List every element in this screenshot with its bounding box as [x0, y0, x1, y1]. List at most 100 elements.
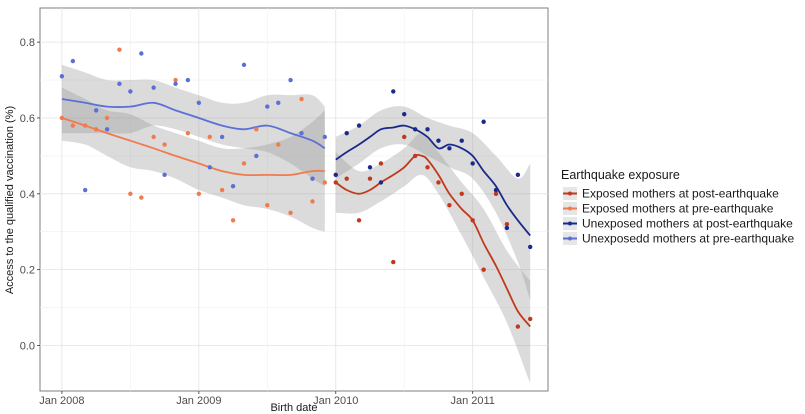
confidence-band: [335, 133, 531, 384]
data-point: [310, 176, 315, 181]
data-point: [230, 184, 236, 189]
data-point: [367, 176, 373, 181]
legend-key-point: [568, 221, 572, 226]
confidence-bands: [61, 64, 531, 384]
legend-label: Unexposedd mothers at pre-earthquake: [582, 232, 794, 246]
data-point: [254, 127, 259, 132]
data-point: [527, 244, 533, 250]
y-axis-title: Access to the qualified vaccination (%): [4, 106, 16, 294]
y-tick-label: 0.2: [20, 265, 35, 277]
data-point: [493, 191, 499, 197]
data-point: [288, 77, 293, 83]
legend: Earthquake exposure Exposed mothers at p…: [561, 168, 794, 246]
data-point: [425, 165, 430, 170]
grid: [40, 8, 548, 391]
data-point: [344, 176, 349, 181]
data-point: [299, 130, 304, 136]
data-point: [322, 180, 328, 185]
legend-label: Unexposed mothers at post-earthquake: [582, 217, 793, 231]
data-point: [241, 161, 247, 166]
data-point: [241, 62, 247, 68]
data-point: [356, 123, 362, 128]
legend-label: Exposed mothers at pre-earthquake: [582, 202, 774, 216]
data-point: [93, 127, 99, 132]
x-axis-title: Birth date: [270, 402, 317, 414]
data-point: [459, 138, 464, 143]
data-point: [230, 218, 236, 223]
data-point: [173, 81, 178, 87]
data-point: [436, 180, 441, 185]
data-points: [59, 47, 533, 329]
confidence-band: [335, 106, 531, 300]
data-point: [70, 123, 76, 128]
data-point: [162, 172, 167, 178]
data-point: [128, 89, 133, 94]
data-point: [344, 130, 349, 136]
axes: 0.0 0.2 0.4 0.6 0.8 Jan 2008 Jan 2009 Jan 2010 J…: [20, 37, 495, 407]
data-point: [207, 165, 212, 170]
data-point: [447, 202, 452, 208]
data-point: [504, 225, 510, 231]
data-point: [207, 134, 212, 140]
data-point: [459, 191, 464, 197]
data-point: [162, 142, 167, 147]
data-point: [93, 108, 99, 113]
legend-key-point: [568, 191, 572, 196]
data-point: [117, 47, 122, 52]
data-point: [402, 134, 407, 140]
data-point: [265, 104, 270, 109]
data-point: [322, 134, 328, 140]
data-point: [367, 165, 373, 170]
data-point: [378, 180, 384, 185]
trend-line: [61, 98, 326, 150]
data-point: [128, 191, 133, 197]
data-point: [447, 146, 452, 151]
data-point: [504, 221, 510, 227]
data-point: [481, 267, 486, 272]
trend-line: [61, 117, 325, 177]
trend-line: [335, 124, 531, 237]
data-point: [402, 111, 407, 117]
legend-key-point: [568, 236, 572, 241]
plot-background: [39, 7, 549, 392]
legend-title: Earthquake exposure: [561, 168, 680, 182]
data-point: [219, 187, 225, 193]
legend-label: Exposed mothers at post-earthquake: [582, 187, 779, 201]
data-point: [527, 316, 533, 322]
data-point: [117, 81, 122, 87]
y-tick-label: 0.4: [20, 189, 35, 201]
data-point: [299, 96, 304, 102]
data-point: [254, 153, 259, 159]
data-point: [59, 74, 65, 79]
data-point: [333, 180, 338, 185]
data-point: [59, 115, 65, 121]
data-point: [104, 115, 110, 121]
data-point: [139, 51, 144, 56]
data-point: [196, 100, 202, 106]
x-tick-label: Jan 2009: [176, 395, 221, 407]
data-point: [185, 130, 191, 136]
data-point: [276, 142, 281, 147]
data-point: [82, 123, 88, 128]
data-point: [265, 202, 270, 208]
data-point: [515, 324, 521, 329]
data-point: [173, 77, 178, 83]
confidence-band: [61, 87, 325, 232]
data-point: [391, 259, 396, 265]
data-point: [310, 199, 315, 204]
y-tick-label: 0.6: [20, 113, 35, 125]
data-point: [515, 172, 521, 178]
data-point: [82, 187, 88, 193]
x-tick-label: Jan 2008: [39, 395, 84, 407]
trend-lines: [61, 98, 531, 328]
data-point: [470, 161, 475, 166]
data-point: [104, 127, 110, 132]
data-point: [288, 210, 293, 215]
x-tick-label: Jan 2011: [450, 395, 494, 407]
data-point: [412, 127, 418, 132]
data-point: [378, 161, 384, 166]
confidence-band: [61, 64, 325, 187]
y-tick-label: 0.0: [20, 340, 35, 352]
y-tick-label: 0.8: [20, 37, 35, 49]
